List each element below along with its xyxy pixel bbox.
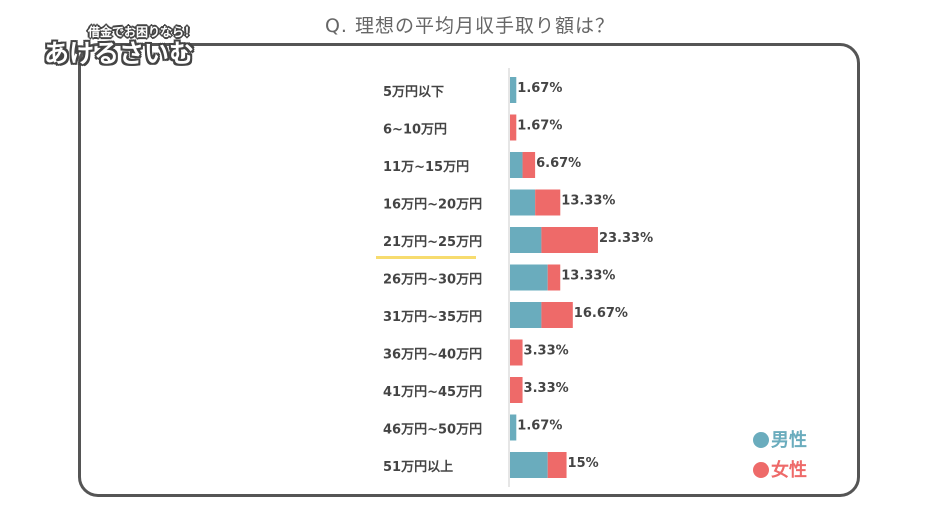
bar-men bbox=[510, 264, 548, 291]
bar-men bbox=[510, 152, 523, 178]
bar-women bbox=[547, 264, 561, 291]
data-label: 15% bbox=[568, 456, 599, 471]
data-label: 16.67% bbox=[574, 306, 628, 321]
category-label: 6~10万円 bbox=[383, 123, 447, 138]
category-label: 5万円以下 bbox=[383, 85, 444, 100]
category-label: 36万円~40万円 bbox=[383, 348, 482, 363]
bar-men bbox=[510, 452, 548, 478]
category-label: 31万円~35万円 bbox=[383, 310, 482, 325]
bar-men bbox=[510, 302, 542, 328]
bar-men bbox=[510, 77, 517, 103]
bar-women bbox=[510, 114, 517, 141]
logo: 借金でお困りなら！ あけるさいむ bbox=[44, 22, 204, 72]
data-label: 13.33% bbox=[561, 194, 615, 209]
bar-men bbox=[510, 414, 517, 441]
bar-women bbox=[535, 189, 561, 216]
data-label: 3.33% bbox=[524, 344, 569, 359]
data-label: 1.67% bbox=[517, 419, 562, 434]
category-label: 51万円以上 bbox=[383, 460, 453, 475]
data-label: 3.33% bbox=[524, 381, 569, 396]
category-label: 16万円~20万円 bbox=[383, 198, 482, 213]
category-label: 11万~15万円 bbox=[383, 160, 469, 175]
category-label: 41万円~45万円 bbox=[383, 385, 482, 400]
legend-item-women: 女性 bbox=[753, 456, 807, 482]
data-label: 23.33% bbox=[599, 231, 653, 246]
bar-women bbox=[522, 152, 536, 178]
legend-label-men: 男性 bbox=[771, 430, 807, 451]
bar-women bbox=[547, 452, 567, 478]
page-title: Q. 理想の平均月収手取り額は？ bbox=[324, 15, 616, 37]
category-label: 21万円~25万円 bbox=[383, 235, 482, 250]
bar-women bbox=[541, 227, 598, 253]
bar-men bbox=[510, 227, 542, 253]
legend-item-men: 男性 bbox=[753, 426, 807, 452]
data-label: 1.67% bbox=[517, 81, 562, 96]
legend-swatch-women bbox=[753, 462, 769, 478]
data-label: 13.33% bbox=[561, 269, 615, 284]
chart-frame bbox=[78, 43, 860, 497]
legend-label-women: 女性 bbox=[771, 460, 807, 481]
data-label: 6.67% bbox=[536, 156, 581, 171]
bar-women bbox=[510, 377, 523, 403]
legend-swatch-men bbox=[753, 432, 769, 448]
bar-women bbox=[541, 302, 573, 328]
highlight-underline bbox=[376, 256, 476, 259]
logo-name: あけるさいむ bbox=[44, 39, 195, 68]
category-label: 46万円~50万円 bbox=[383, 423, 482, 438]
category-label: 26万円~30万円 bbox=[383, 273, 482, 288]
logo-tagline: 借金でお困りなら！ bbox=[88, 25, 197, 39]
bar-men bbox=[510, 189, 536, 216]
bar-women bbox=[510, 339, 523, 366]
data-label: 1.67% bbox=[517, 119, 562, 134]
